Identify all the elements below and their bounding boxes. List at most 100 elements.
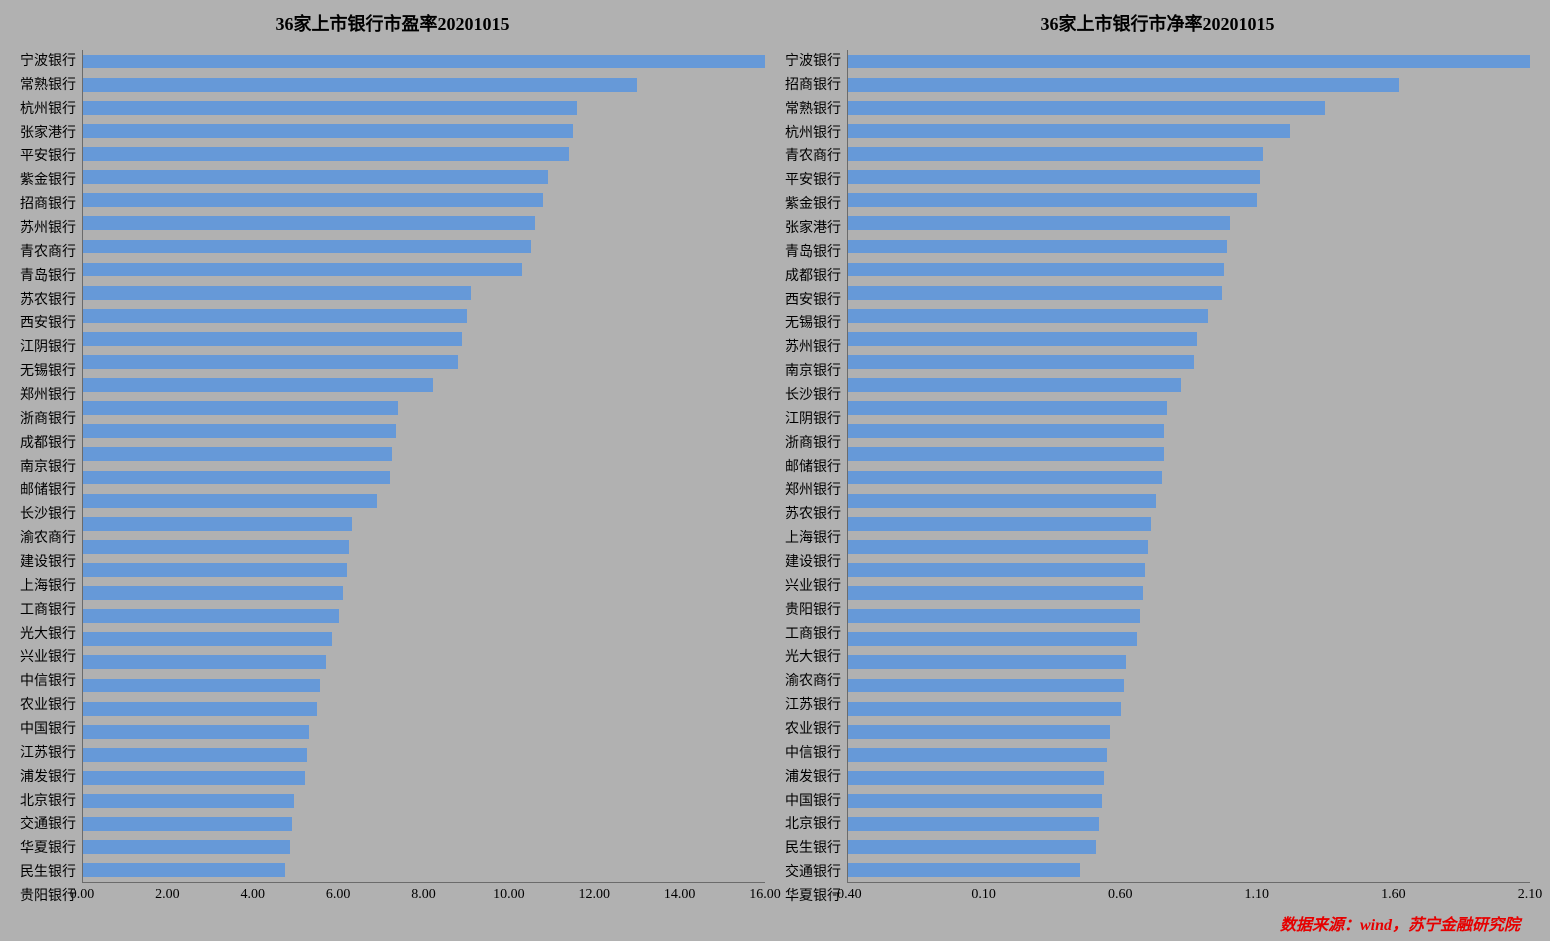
left-ylabel: 宁波银行: [20, 50, 76, 74]
right-bar: [848, 124, 1290, 138]
left-bar-row: [83, 790, 765, 813]
right-bar: [848, 286, 1222, 300]
right-bar: [848, 170, 1260, 184]
right-ylabel: 宁波银行: [785, 50, 841, 74]
left-bar-row: [83, 304, 765, 327]
right-ylabel: 青农商行: [785, 145, 841, 169]
right-bar-row: [848, 674, 1530, 697]
left-bar: [83, 263, 522, 277]
right-ylabel: 紫金银行: [785, 193, 841, 217]
left-ylabel: 渝农商行: [20, 527, 76, 551]
right-bar-row: [848, 859, 1530, 882]
left-bar: [83, 355, 458, 369]
left-bar-row: [83, 859, 765, 882]
right-ylabel: 常熟银行: [785, 98, 841, 122]
right-bar: [848, 725, 1110, 739]
left-bar: [83, 286, 471, 300]
left-ylabel: 光大银行: [20, 623, 76, 647]
right-bar: [848, 632, 1137, 646]
left-bar: [83, 771, 305, 785]
right-xtick: 0.60: [1108, 887, 1133, 903]
right-ylabel: 无锡银行: [785, 312, 841, 336]
left-xtick: 12.00: [579, 887, 611, 903]
left-ylabel: 无锡银行: [20, 360, 76, 384]
left-bar: [83, 55, 765, 69]
right-bar: [848, 101, 1325, 115]
left-title: 36家上市银行市盈率20201015: [20, 10, 765, 36]
right-bar-row: [848, 350, 1530, 373]
right-panel: 36家上市银行市净率20201015 宁波银行招商银行常熟银行杭州银行青农商行平…: [785, 10, 1530, 909]
right-ylabel: 南京银行: [785, 360, 841, 384]
left-bar-row: [83, 836, 765, 859]
left-xtick: 4.00: [241, 887, 266, 903]
right-bar-row: [848, 443, 1530, 466]
left-bar-row: [83, 119, 765, 142]
left-bar-row: [83, 258, 765, 281]
right-bar-row: [848, 304, 1530, 327]
left-bar: [83, 193, 543, 207]
left-ylabel: 中信银行: [20, 670, 76, 694]
right-bar-row: [848, 766, 1530, 789]
right-ylabel: 郑州银行: [785, 479, 841, 503]
right-ylabel: 浦发银行: [785, 766, 841, 790]
left-ylabel: 张家港行: [20, 122, 76, 146]
right-bar-row: [848, 73, 1530, 96]
left-bar-row: [83, 720, 765, 743]
right-ylabel: 民生银行: [785, 837, 841, 861]
right-ylabel: 中信银行: [785, 742, 841, 766]
right-xtick: 2.10: [1518, 887, 1543, 903]
left-bar-row: [83, 558, 765, 581]
right-bar-row: [848, 166, 1530, 189]
right-bar: [848, 609, 1140, 623]
right-bar-row: [848, 813, 1530, 836]
right-bar: [848, 240, 1227, 254]
left-ylabel: 邮储银行: [20, 479, 76, 503]
left-xtick: 14.00: [664, 887, 696, 903]
left-bar-row: [83, 443, 765, 466]
left-xtick: 6.00: [326, 887, 351, 903]
right-ylabel: 张家港行: [785, 217, 841, 241]
left-bar: [83, 147, 569, 161]
left-xtick: 0.00: [70, 887, 95, 903]
right-ylabel: 农业银行: [785, 718, 841, 742]
left-bar: [83, 471, 390, 485]
left-bar: [83, 332, 462, 346]
left-ylabel: 郑州银行: [20, 384, 76, 408]
left-bar-row: [83, 766, 765, 789]
left-panel: 36家上市银行市盈率20201015 宁波银行常熟银行杭州银行张家港行平安银行紫…: [20, 10, 765, 909]
left-ylabel: 青岛银行: [20, 265, 76, 289]
right-bar: [848, 771, 1104, 785]
left-bar: [83, 563, 347, 577]
left-bar: [83, 378, 433, 392]
left-bar-row: [83, 628, 765, 651]
left-bar-row: [83, 350, 765, 373]
right-xtick: -0.40: [832, 887, 861, 903]
right-bar: [848, 401, 1167, 415]
right-xtick: 1.60: [1381, 887, 1406, 903]
right-bar: [848, 193, 1257, 207]
data-source: 数据来源：wind，苏宁金融研究院: [20, 911, 1530, 935]
right-bar: [848, 794, 1102, 808]
left-ylabel: 建设银行: [20, 551, 76, 575]
right-bars: [847, 50, 1530, 883]
right-bar-row: [848, 605, 1530, 628]
right-bar: [848, 55, 1530, 69]
left-ylabel: 贵阳银行: [20, 885, 76, 909]
right-bar: [848, 655, 1126, 669]
left-ylabel: 中国银行: [20, 718, 76, 742]
left-bar-row: [83, 73, 765, 96]
right-bar: [848, 840, 1096, 854]
right-bar: [848, 332, 1197, 346]
right-bar: [848, 563, 1145, 577]
right-ylabel: 江阴银行: [785, 408, 841, 432]
left-ylabel: 常熟银行: [20, 74, 76, 98]
right-bar-row: [848, 720, 1530, 743]
right-bar: [848, 517, 1151, 531]
left-ylabel: 工商银行: [20, 599, 76, 623]
right-bar-row: [848, 420, 1530, 443]
left-ylabel: 长沙银行: [20, 503, 76, 527]
right-title: 36家上市银行市净率20201015: [785, 10, 1530, 36]
right-ylabel: 兴业银行: [785, 575, 841, 599]
right-bar: [848, 702, 1121, 716]
right-bar: [848, 471, 1162, 485]
